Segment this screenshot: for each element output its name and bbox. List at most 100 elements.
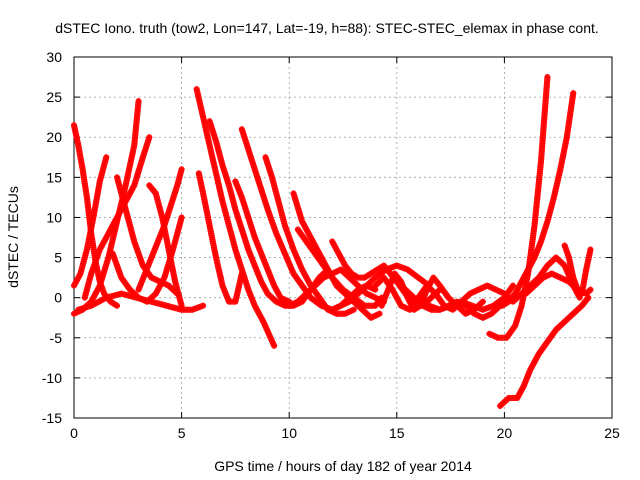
data-point bbox=[586, 296, 590, 300]
x-tick-label: 10 bbox=[281, 425, 297, 441]
data-point bbox=[576, 288, 580, 292]
data-point bbox=[356, 292, 360, 296]
data-point bbox=[498, 404, 502, 408]
data-point bbox=[477, 288, 481, 292]
data-point bbox=[360, 308, 364, 312]
data-point bbox=[208, 223, 212, 227]
data-point bbox=[175, 183, 179, 187]
data-point bbox=[552, 195, 556, 199]
data-point bbox=[494, 288, 498, 292]
data-point bbox=[233, 300, 237, 304]
data-point bbox=[481, 316, 485, 320]
data-point bbox=[322, 276, 326, 280]
data-point bbox=[272, 284, 276, 288]
data-point bbox=[141, 155, 145, 159]
data-point bbox=[533, 284, 537, 288]
data-point bbox=[78, 272, 82, 276]
data-point bbox=[104, 296, 108, 300]
data-point bbox=[429, 296, 433, 300]
data-point bbox=[317, 296, 321, 300]
data-point bbox=[264, 155, 268, 159]
series-pass-26 bbox=[499, 90, 577, 309]
data-point bbox=[313, 252, 317, 256]
data-point bbox=[380, 304, 384, 308]
data-point bbox=[220, 199, 224, 203]
data-point bbox=[446, 296, 450, 300]
data-point bbox=[395, 264, 399, 268]
data-point bbox=[304, 240, 308, 244]
data-point bbox=[149, 276, 153, 280]
data-point bbox=[335, 312, 339, 316]
series-pass-07 bbox=[135, 166, 185, 293]
data-point bbox=[339, 304, 343, 308]
data-point bbox=[449, 304, 453, 308]
x-axis-label: GPS time / hours of day 182 of year 2014 bbox=[214, 458, 472, 474]
data-point bbox=[292, 191, 296, 195]
data-point bbox=[201, 115, 205, 119]
data-point bbox=[240, 195, 244, 199]
data-point bbox=[520, 280, 524, 284]
data-point bbox=[496, 336, 500, 340]
data-point bbox=[296, 300, 300, 304]
data-point bbox=[180, 167, 184, 171]
data-point bbox=[489, 312, 493, 316]
data-point bbox=[406, 268, 410, 272]
data-point bbox=[292, 248, 296, 252]
data-point bbox=[156, 240, 160, 244]
data-point bbox=[427, 304, 431, 308]
data-point bbox=[246, 147, 250, 151]
data-point bbox=[233, 179, 237, 183]
data-point bbox=[545, 340, 549, 344]
data-point bbox=[522, 384, 526, 388]
data-point bbox=[554, 328, 558, 332]
data-point bbox=[190, 308, 194, 312]
data-point bbox=[162, 276, 166, 280]
data-point bbox=[539, 159, 543, 163]
x-tick-label: 5 bbox=[178, 425, 186, 441]
data-point bbox=[487, 332, 491, 336]
data-point bbox=[253, 167, 257, 171]
data-point bbox=[115, 304, 119, 308]
data-point bbox=[451, 308, 455, 312]
data-point bbox=[266, 207, 270, 211]
data-point bbox=[434, 292, 438, 296]
data-point bbox=[520, 304, 524, 308]
series-pass-09 bbox=[75, 290, 207, 313]
data-point bbox=[165, 304, 169, 308]
data-point bbox=[356, 284, 360, 288]
y-tick-label: 10 bbox=[46, 209, 62, 225]
data-point bbox=[571, 312, 575, 316]
data-point bbox=[167, 284, 171, 288]
data-point bbox=[513, 324, 517, 328]
axis-ticks: 0 5 10 15 20 25 -15 -10 -5 0 5 10 15 20 25 30 bbox=[42, 49, 620, 441]
data-point bbox=[492, 304, 496, 308]
series-pass-11 bbox=[195, 170, 245, 305]
data-point bbox=[563, 264, 567, 268]
data-point bbox=[137, 99, 141, 103]
data-point bbox=[365, 292, 369, 296]
y-tick-label: 15 bbox=[46, 169, 62, 185]
data-point bbox=[416, 296, 420, 300]
data-point bbox=[214, 256, 218, 260]
data-point bbox=[220, 284, 224, 288]
data-point bbox=[259, 280, 263, 284]
series-pass-08 bbox=[146, 182, 185, 309]
data-point bbox=[76, 308, 80, 312]
data-point bbox=[550, 272, 554, 276]
data-point bbox=[313, 284, 317, 288]
data-point bbox=[253, 236, 257, 239]
data-point bbox=[337, 252, 341, 256]
data-point bbox=[515, 396, 519, 400]
data-point bbox=[81, 167, 85, 171]
data-point bbox=[533, 256, 537, 260]
data-point bbox=[363, 304, 367, 308]
data-point bbox=[154, 292, 158, 296]
data-point bbox=[304, 292, 308, 296]
data-point bbox=[253, 304, 257, 308]
data-point bbox=[173, 280, 177, 284]
data-point bbox=[578, 296, 582, 300]
data-point bbox=[309, 236, 313, 239]
data-point bbox=[91, 215, 95, 219]
data-point bbox=[339, 268, 343, 272]
